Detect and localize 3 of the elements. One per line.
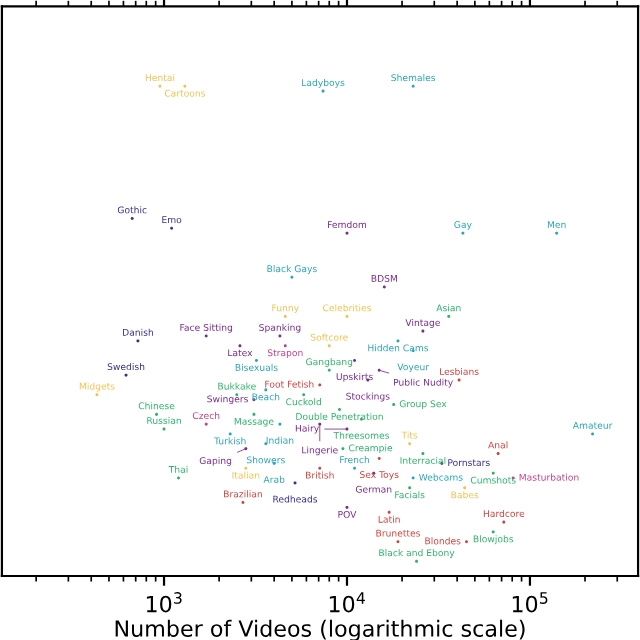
x-tick-label: 10$^{5}$ [512, 592, 548, 613]
x-tick-label: 10$^{3}$ [146, 592, 182, 613]
x-tick-label: 10$^{4}$ [329, 592, 365, 613]
